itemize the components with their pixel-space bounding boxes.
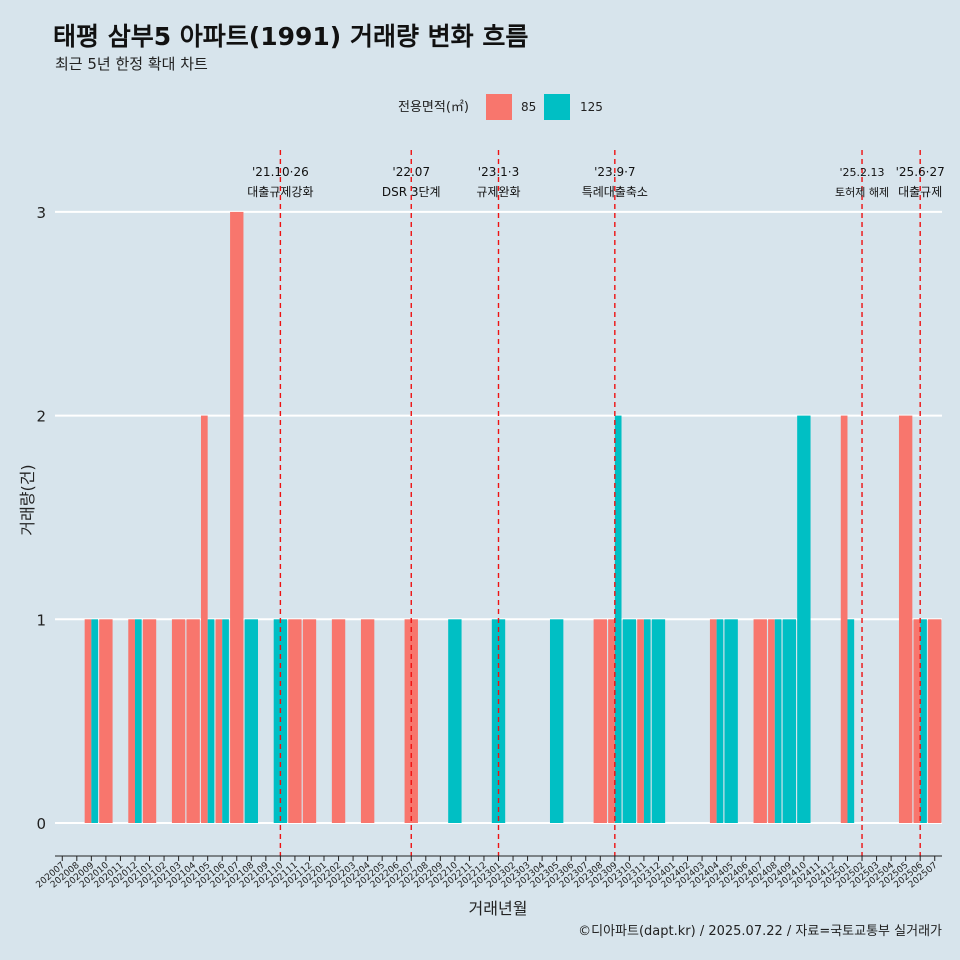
bar-202009-85 [84,619,92,823]
event-label-202207: DSR 3단계 [382,185,441,199]
legend-swatch-85 [486,94,512,120]
bar-202507-85 [928,619,942,823]
event-date-202207: '22.07 [392,165,430,179]
bar-202311-85 [637,619,644,823]
y-tick-label-2: 2 [36,408,46,426]
bar-202506-125 [920,619,927,823]
bar-202407-85 [753,619,767,823]
y-tick-label-3: 3 [36,204,46,222]
bar-202311-125 [643,619,651,823]
bar-202204-85 [360,619,375,823]
bar-202404-125 [716,619,724,823]
bar-202405-125 [724,619,738,823]
bar-202012-125 [134,619,142,823]
event-date-202506: '25.6·27 [896,165,945,179]
bar-202404-85 [709,619,717,823]
y-tick-label-0: 0 [36,815,46,833]
bar-202108-125 [244,619,258,823]
event-date-202110: '21.10·26 [252,165,309,179]
chart-title: 태평 삼부5 아파트(1991) 거래량 변화 흐름 [53,22,528,51]
bar-202312-125 [651,619,666,823]
event-label-202502: 토허제 해제 [835,185,889,199]
legend-label-85: 85 [521,100,536,114]
bar-202410-125 [797,415,811,823]
event-date-202301: '23.1·3 [478,165,519,179]
legend-label-125: 125 [580,100,603,114]
event-label-202301: 규제완화 [476,185,520,199]
bar-202305-125 [549,619,564,823]
bar-202506-85 [913,619,921,823]
bar-202505-85 [898,415,913,823]
event-lines: '21.10·26 대출규제강화 '22.07 DSR 3단계 '23.1·3 규제완화 '… [247,150,945,856]
bar-202106-125 [222,619,229,823]
event-date-202309: '23.9·7 [594,165,635,179]
bars [84,211,942,823]
bar-202111-85 [288,619,302,823]
legend-swatch-125 [544,94,570,120]
bar-202112-85 [302,619,317,823]
bar-202107-85 [230,211,244,823]
y-tick-label-1: 1 [36,611,46,629]
event-label-202506: 대출규제 [898,185,942,199]
bar-202009-125 [91,619,99,823]
y-axis-label: 거래량(건) [18,464,37,535]
bar-202103-85 [171,619,186,823]
bar-202210-125 [448,619,462,823]
legend: 전용면적(㎡) 85 125 [398,94,603,120]
x-axis: 2020072020082020092020102020112020122021… [34,855,942,890]
bar-202010-85 [99,619,113,823]
bar-202308-85 [593,619,607,823]
y-axis: 0 1 2 3 [36,204,46,833]
bar-202105-85 [200,415,208,823]
bar-202104-85 [186,619,200,823]
legend-title: 전용면적(㎡) [398,100,469,115]
bar-202501-125 [847,619,855,823]
bar-202309-125 [614,415,622,823]
bar-202012-85 [128,619,135,823]
bar-202309-85 [608,619,615,823]
bar-202408-125 [774,619,782,823]
caption: ©디아파트(dapt.kr) / 2025.07.22 / 자료=국토교통부 실… [578,924,942,939]
bar-202202-85 [331,619,346,823]
chart-subtitle: 최근 5년 한정 확대 차트 [55,55,208,73]
bar-202106-85 [215,619,223,823]
event-label-202309: 특례대출축소 [582,185,648,199]
bar-202101-85 [142,619,157,823]
bar-202310-125 [622,619,637,823]
bar-202409-125 [782,619,797,823]
event-label-202110: 대출규제강화 [247,185,313,199]
bar-202408-85 [768,619,775,823]
bar-202105-125 [207,619,215,823]
x-axis-label: 거래년월 [469,899,528,918]
event-date-202502: '25.2.13 [840,166,885,179]
bar-202501-85 [840,415,848,823]
